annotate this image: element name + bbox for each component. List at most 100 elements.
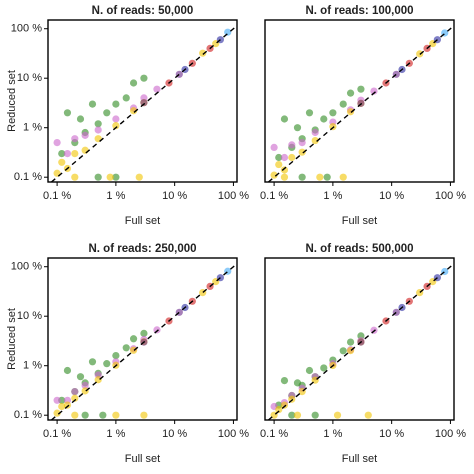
panel-frame (264, 19, 455, 183)
identity-line (50, 263, 238, 421)
y-tick-label: 10 % (17, 310, 42, 322)
x-axis-title: Full set (342, 215, 377, 227)
y-tick-label: 1 % (23, 122, 42, 134)
point (53, 409, 61, 417)
point (135, 173, 143, 181)
panel-frame (264, 257, 455, 421)
point (153, 326, 161, 334)
point (129, 79, 138, 87)
point (275, 153, 283, 162)
x-tick-label: 0.1 % (260, 190, 288, 202)
point (53, 139, 61, 147)
y-tick-label: 1 % (23, 360, 42, 372)
point (112, 100, 120, 108)
point (298, 148, 306, 156)
point (280, 166, 289, 174)
point (305, 109, 314, 117)
point (288, 153, 296, 162)
point (140, 411, 148, 419)
point (199, 49, 207, 57)
point (122, 94, 130, 102)
x-tick-label: 0.1 % (260, 428, 288, 440)
point (81, 131, 89, 139)
point (140, 329, 148, 337)
point (311, 128, 319, 137)
point (58, 149, 66, 158)
point (288, 411, 296, 419)
point (280, 377, 289, 385)
x-tick-label: 1 % (106, 428, 125, 440)
point (112, 173, 120, 181)
point (122, 344, 130, 352)
point (298, 139, 306, 147)
point (71, 135, 79, 143)
point (129, 335, 138, 343)
point (106, 173, 114, 181)
point (81, 381, 89, 390)
point (275, 405, 283, 414)
point (339, 347, 347, 355)
point (270, 143, 278, 152)
point (346, 338, 355, 346)
point (140, 74, 148, 82)
point (58, 158, 66, 166)
point (224, 28, 232, 36)
point (94, 376, 102, 384)
point (94, 120, 102, 128)
points (53, 28, 232, 181)
x-tick-label: 100 % (435, 190, 466, 202)
point (280, 153, 289, 162)
panel-frame (47, 19, 238, 183)
point (288, 141, 296, 149)
x-axis-title: Full set (342, 453, 377, 465)
x-tick-label: 100 % (218, 428, 249, 440)
point (71, 149, 79, 158)
point (63, 401, 72, 409)
point (99, 411, 107, 419)
point (357, 85, 365, 93)
point (94, 173, 102, 181)
point (316, 173, 324, 181)
point (71, 394, 79, 402)
x-tick-label: 1 % (323, 428, 342, 440)
point (339, 173, 347, 181)
point (76, 115, 85, 123)
point (346, 89, 355, 97)
point (53, 396, 61, 404)
panel-title: N. of reads: 50,000 (92, 5, 194, 17)
point (153, 85, 161, 93)
point (333, 411, 342, 419)
point (305, 366, 314, 375)
point (298, 173, 306, 181)
x-tick-label: 100 % (435, 428, 466, 440)
x-tick-label: 1 % (106, 190, 125, 202)
point (364, 411, 372, 419)
y-tick-label: 0.1 % (14, 171, 42, 183)
point (94, 126, 102, 134)
point (112, 115, 120, 123)
point (311, 411, 319, 419)
point (81, 411, 89, 419)
identity-line (267, 25, 455, 183)
panel-title: N. of reads: 100,000 (305, 5, 413, 17)
x-tick-label: 0.1 % (43, 190, 71, 202)
point (280, 115, 289, 123)
point (58, 402, 66, 411)
point (103, 360, 111, 368)
point (129, 107, 138, 115)
panel-frame (47, 257, 238, 421)
point (323, 173, 331, 181)
point (129, 346, 138, 354)
x-tick-label: 100 % (218, 190, 249, 202)
x-tick-label: 10 % (162, 428, 187, 440)
point (275, 160, 283, 169)
point (112, 122, 120, 130)
point (63, 149, 72, 158)
point (81, 387, 89, 395)
y-tick-label: 100 % (11, 23, 42, 35)
x-tick-label: 0.1 % (43, 428, 71, 440)
point (370, 87, 378, 95)
y-axis-title: Reduced set (6, 70, 18, 132)
y-tick-label: 100 % (11, 261, 42, 273)
